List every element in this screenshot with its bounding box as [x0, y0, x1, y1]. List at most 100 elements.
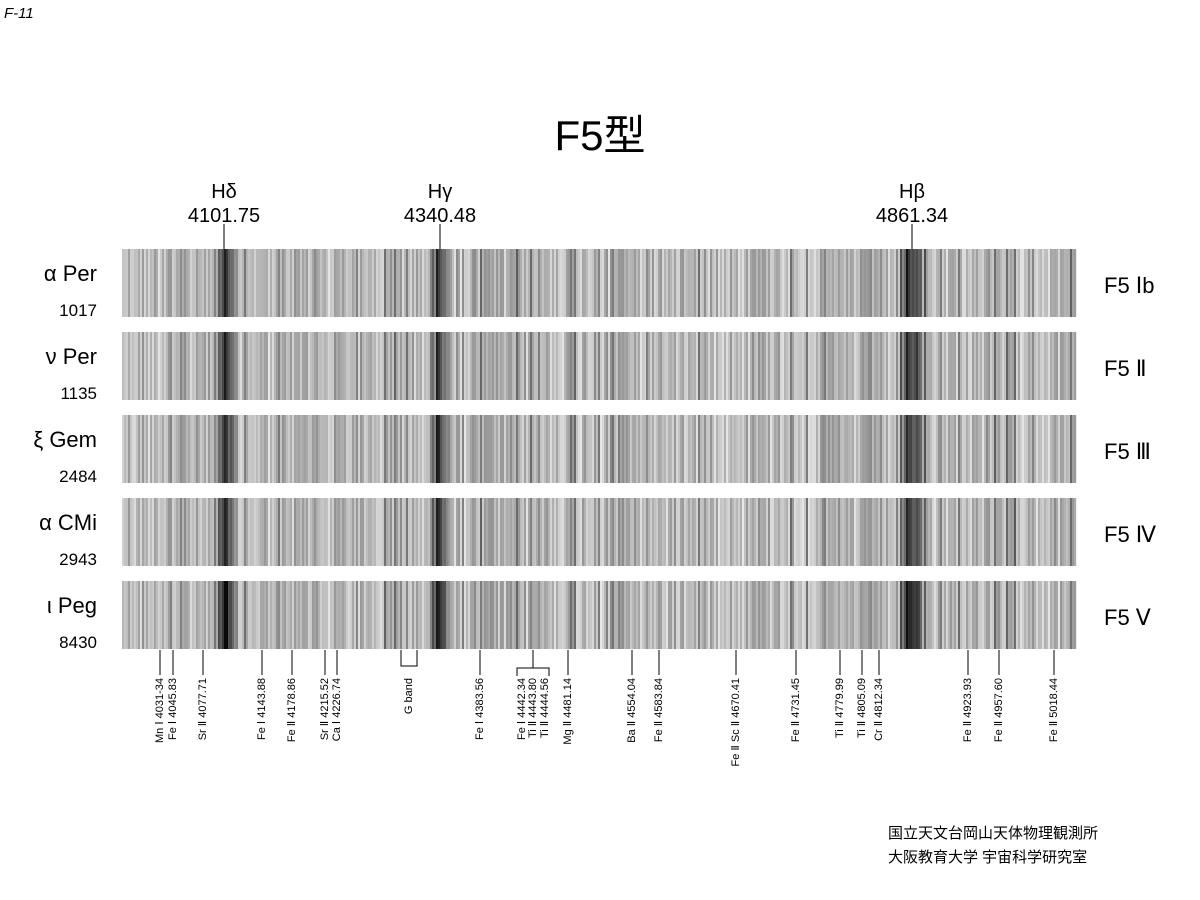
spectrum-strip	[316, 581, 319, 649]
spectrum-strip	[668, 581, 671, 649]
spectrum-strip	[942, 249, 945, 317]
spectrum-strip	[726, 498, 729, 566]
spectrum-strip	[730, 415, 733, 483]
spectrum-strip	[834, 581, 837, 649]
spectrum-strip	[792, 332, 795, 400]
spectrum-strip	[402, 332, 405, 400]
spectrum-strip	[794, 415, 797, 483]
spectrum-strip	[492, 415, 495, 483]
spectrum-strip	[602, 332, 605, 400]
spectrum-strip	[436, 249, 439, 317]
spectrum-strip	[656, 415, 659, 483]
spectrum-strip	[1068, 581, 1071, 649]
spectrum-strip	[686, 249, 689, 317]
spectrum-strip	[936, 581, 939, 649]
spectrum-strip	[924, 249, 927, 317]
spectrum-strip	[192, 332, 195, 400]
spectrum-strip	[400, 581, 403, 649]
spectrum	[122, 249, 1077, 317]
spectrum-strip	[844, 249, 847, 317]
spectrum-strip	[464, 581, 467, 649]
spectrum-strip	[934, 249, 937, 317]
spectrum-strip	[552, 498, 555, 566]
spectrum-strip	[816, 249, 819, 317]
spectrum-strip	[972, 581, 975, 649]
spectrum-strip	[296, 415, 299, 483]
spectrum-strip	[572, 498, 575, 566]
spectrum-strip	[428, 249, 431, 317]
spectrum-strip	[470, 249, 473, 317]
spectrum-strip	[1060, 332, 1063, 400]
spectrum-strip	[408, 249, 411, 317]
spectrum-strip	[1004, 415, 1007, 483]
spectrum-strip	[662, 415, 665, 483]
spectrum-strip	[540, 249, 543, 317]
line-label: Ti Ⅱ 4444.56	[539, 678, 551, 738]
spectrum-strip	[534, 581, 537, 649]
spectrum-strip	[716, 415, 719, 483]
spectrum-strip	[708, 498, 711, 566]
spectrum-strip	[422, 415, 425, 483]
spectrum-strip	[490, 332, 493, 400]
spectrum-strip	[554, 581, 557, 649]
spectrum-strip	[152, 581, 155, 649]
spectrum-strip	[930, 581, 933, 649]
spectrum-strip	[722, 332, 725, 400]
spectrum-strip	[638, 415, 641, 483]
spectrum-strip	[584, 332, 587, 400]
spectrum-strip	[432, 581, 435, 649]
spectrum-strip	[428, 332, 431, 400]
spectrum-strip	[896, 498, 899, 566]
spectrum-strip	[408, 332, 411, 400]
spectrum-strip	[804, 498, 807, 566]
spectrum-strip	[922, 498, 925, 566]
spectrum-strip	[668, 415, 671, 483]
spectrum-strip	[132, 498, 135, 566]
spectrum-strip	[400, 332, 403, 400]
spectrum-strip	[746, 415, 749, 483]
spectrum-strip	[780, 415, 783, 483]
spectrum-strip	[1038, 498, 1041, 566]
spectrum-strip	[224, 332, 227, 400]
spectrum-strip	[776, 415, 779, 483]
spectrum-strip	[336, 498, 339, 566]
spectrum-strip	[398, 332, 401, 400]
spectrum-strip	[276, 581, 279, 649]
spectrum-strip	[966, 415, 969, 483]
spectrum-strip	[918, 249, 921, 317]
spectrum-strip	[954, 581, 957, 649]
spectrum-strip	[1016, 415, 1019, 483]
spectrum-strip	[722, 415, 725, 483]
spectrum-strip	[1026, 332, 1029, 400]
spectrum-strip	[426, 332, 429, 400]
spectrum-strip	[714, 415, 717, 483]
spectrum-strip	[1028, 581, 1031, 649]
spectrum-strip	[422, 498, 425, 566]
spectrum-strip	[712, 498, 715, 566]
spectrum-strip	[596, 581, 599, 649]
spectrum-strip	[840, 415, 843, 483]
line-label: Fe Ⅰ 4442.34	[516, 678, 528, 740]
spectrum-strip	[236, 415, 239, 483]
spectrum-strip	[772, 415, 775, 483]
spectrum-strip	[318, 332, 321, 400]
spectrum-strip	[410, 249, 413, 317]
spectrum-strip	[174, 249, 177, 317]
spectrum-strip	[498, 581, 501, 649]
spectrum-strip	[972, 249, 975, 317]
spectrum-strip	[980, 498, 983, 566]
spectrum-strip	[338, 249, 341, 317]
spectrum-strip	[382, 332, 385, 400]
spectrum-strip	[1032, 249, 1035, 317]
spectrum-strip	[838, 498, 841, 566]
spectrum-strip	[764, 498, 767, 566]
spectrum-strip	[748, 249, 751, 317]
spectrum-strip	[1006, 332, 1009, 400]
spectrum-strip	[308, 415, 311, 483]
spectrum-strip	[244, 249, 247, 317]
spectrum-strip	[194, 581, 197, 649]
spectrum-strip	[152, 498, 155, 566]
spectrum-strip	[400, 249, 403, 317]
spectrum-strip	[372, 249, 375, 317]
spectrum-strip	[680, 581, 683, 649]
